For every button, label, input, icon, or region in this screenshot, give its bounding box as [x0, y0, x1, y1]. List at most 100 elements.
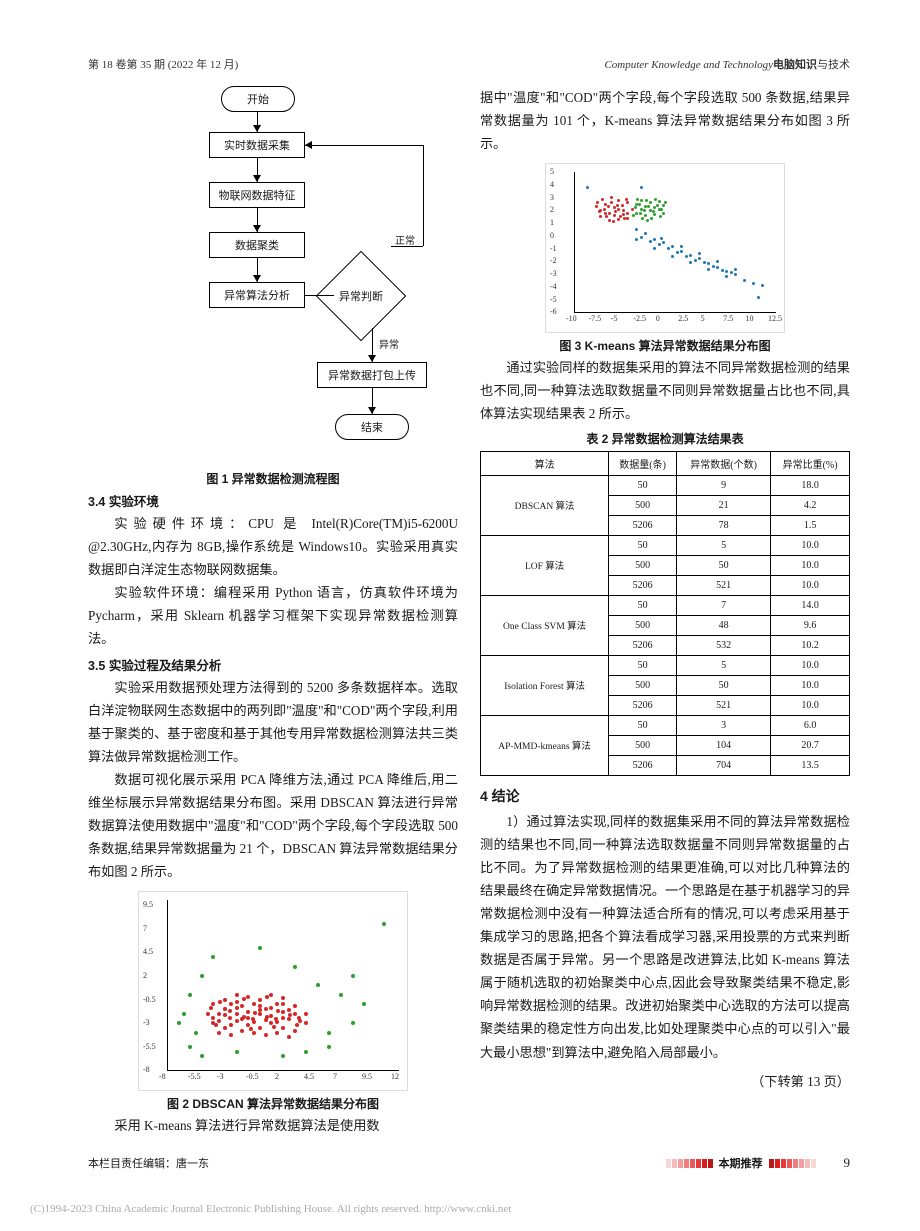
- table-row: One Class SVM 算法50714.0: [481, 595, 850, 615]
- table2: 算法数据量(条)异常数据(个数)异常比重(%)DBSCAN 算法50918.05…: [480, 451, 850, 776]
- chart-point: [235, 1000, 239, 1004]
- chart-point: [716, 266, 719, 269]
- chart-point: [604, 212, 607, 215]
- table-header: 异常数据(个数): [677, 451, 771, 475]
- chart-point: [298, 1019, 302, 1023]
- chart-point: [671, 255, 674, 258]
- chart-point: [304, 1021, 308, 1025]
- chart-point: [265, 995, 269, 999]
- chart-point: [228, 1009, 232, 1013]
- chart-point: [636, 198, 639, 201]
- chart-point: [269, 1014, 273, 1018]
- para-4a: 1）通过算法实现,同样的数据集采用不同的算法异常数据检测的结果也不同,同一种算法…: [480, 810, 850, 1064]
- chart-point: [223, 998, 227, 1002]
- chart-point: [658, 200, 661, 203]
- chart-point: [622, 209, 625, 212]
- chart-point: [188, 1045, 192, 1049]
- chart-point: [671, 245, 674, 248]
- chart-point: [214, 1023, 218, 1027]
- chart-point: [635, 212, 638, 215]
- table-header: 数据量(条): [609, 451, 677, 475]
- chart-point: [217, 1019, 221, 1023]
- chart-point: [351, 974, 355, 978]
- chart-point: [601, 198, 604, 201]
- chart-point: [304, 1012, 308, 1016]
- chart-point: [658, 243, 661, 246]
- chart-point: [223, 1026, 227, 1030]
- chart-point: [252, 1002, 256, 1006]
- chart-point: [339, 993, 343, 997]
- chart-point: [625, 198, 628, 201]
- chart-point: [249, 1027, 253, 1031]
- chart-point: [218, 1000, 222, 1004]
- chart-point: [613, 206, 616, 209]
- chart-point: [610, 201, 613, 204]
- chart-point: [316, 983, 320, 987]
- flowchart-node-n5: 异常数据打包上传: [317, 362, 427, 388]
- chart-point: [246, 1010, 250, 1014]
- chart-point: [623, 217, 626, 220]
- chart-point: [293, 1004, 297, 1008]
- continued-note: （下转第 13 页）: [480, 1070, 850, 1093]
- flowchart-node-n1: 实时数据采集: [209, 132, 305, 158]
- chart-point: [287, 1035, 291, 1039]
- chart-point: [716, 260, 719, 263]
- table-row: DBSCAN 算法50918.0: [481, 475, 850, 495]
- chart-point: [281, 1026, 285, 1030]
- header-right: Computer Knowledge and Technology电脑知识与技术: [604, 56, 850, 72]
- chart-point: [734, 268, 737, 271]
- fig2-scatter: -8-5.5-3-0.524.579.512-8-5.5-3-0.524.579…: [138, 891, 408, 1091]
- chart-point: [223, 1013, 227, 1017]
- chart-point: [698, 252, 701, 255]
- chart-point: [258, 998, 262, 1002]
- chart-point: [703, 261, 706, 264]
- table-header: 异常比重(%): [771, 451, 850, 475]
- heading-3-5: 3.5 实验过程及结果分析: [88, 655, 458, 674]
- flowchart-node-start: 开始: [221, 86, 295, 112]
- chart-point: [634, 206, 637, 209]
- chart-point: [235, 1050, 239, 1054]
- para-col2-b: 通过实验同样的数据集采用的算法不同异常数据检测的结果也不同,同一种算法选取数据量…: [480, 356, 850, 425]
- chart-point: [664, 201, 667, 204]
- chart-point: [351, 1021, 355, 1025]
- chart-point: [610, 196, 613, 199]
- chart-point: [621, 204, 624, 207]
- chart-point: [235, 1006, 239, 1010]
- chart-point: [734, 273, 737, 276]
- chart-point: [643, 209, 646, 212]
- chart-point: [721, 269, 724, 272]
- chart-point: [660, 208, 663, 211]
- section-label: 本期推荐: [719, 1155, 763, 1171]
- chart-point: [617, 218, 620, 221]
- chart-point: [200, 974, 204, 978]
- chart-point: [382, 922, 386, 926]
- journal-cn-bold: 电脑知识: [773, 59, 817, 71]
- chart-point: [626, 201, 629, 204]
- chart-point: [229, 1002, 233, 1006]
- header-left: 第 18 卷第 35 期 (2022 年 12 月): [88, 56, 238, 72]
- para-34a: 实验硬件环境：CPU 是 Intel(R)Core(TM)i5-6200U @2…: [88, 512, 458, 581]
- chart-point: [327, 1031, 331, 1035]
- chart-point: [362, 1002, 366, 1006]
- chart-point: [659, 215, 662, 218]
- chart-point: [626, 217, 629, 220]
- table-row: LOF 算法50510.0: [481, 535, 850, 555]
- chart-point: [698, 257, 701, 260]
- journal-en: Computer Knowledge and Technology: [604, 59, 773, 71]
- chart-point: [211, 955, 215, 959]
- para-col2-a: 据中"温度"和"COD"两个字段,每个字段选取 500 条数据,结果异常数据量为…: [480, 86, 850, 155]
- chart-point: [640, 186, 643, 189]
- chart-point: [264, 1033, 268, 1037]
- chart-point: [653, 213, 656, 216]
- chart-point: [217, 1012, 221, 1016]
- chart-point: [281, 996, 285, 1000]
- chart-point: [662, 204, 665, 207]
- chart-point: [676, 251, 679, 254]
- page-footer: 本栏目责任编辑：唐一东 本期推荐 9: [88, 1155, 850, 1171]
- chart-point: [293, 965, 297, 969]
- chart-point: [685, 255, 688, 258]
- chart-point: [640, 199, 643, 202]
- chart-point: [626, 212, 629, 215]
- chart-point: [228, 1016, 232, 1020]
- chart-point: [295, 1023, 299, 1027]
